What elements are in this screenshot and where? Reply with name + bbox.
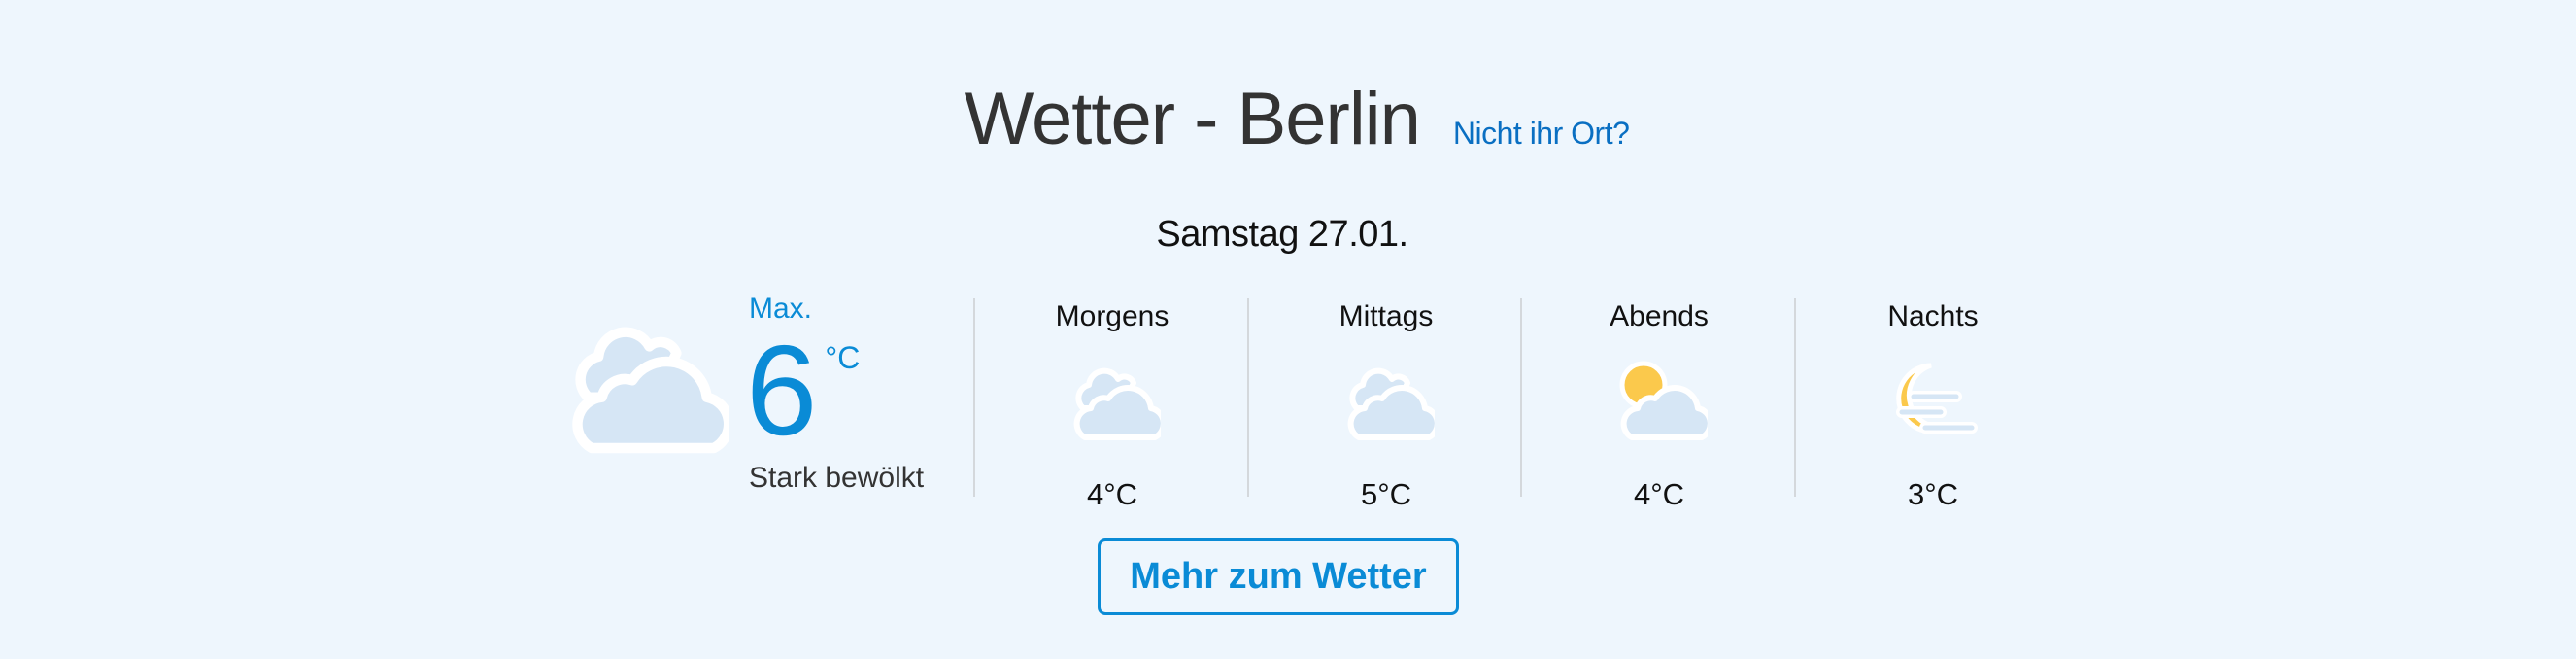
moon-fog-icon: [1896, 363, 1978, 434]
period-label: Abends: [1610, 300, 1709, 332]
forecast-date: Samstag 27.01.: [1156, 214, 1408, 255]
period-temperature: 4°C: [1086, 477, 1138, 511]
weather-description: Stark bewölkt: [749, 462, 925, 494]
period-noon: Mittags 5°C: [1249, 297, 1523, 513]
temperature-unit: °C: [825, 340, 861, 375]
period-label: Nachts: [1887, 300, 1979, 332]
divider: [1794, 298, 1796, 497]
header: Wetter - Berlin Nicht ihr Ort?: [0, 76, 2576, 163]
divider: [1520, 298, 1522, 497]
period-morning: Morgens 4°C: [975, 297, 1249, 513]
period-temperature: 5°C: [1360, 477, 1412, 511]
period-night: Nachts 3°C: [1796, 297, 2070, 513]
change-location-link[interactable]: Nicht ihr Ort?: [1452, 116, 1630, 151]
cloudy-icon: [1064, 358, 1161, 441]
cloudy-icon: [1338, 358, 1435, 441]
period-label: Mittags: [1339, 300, 1434, 332]
period-temperature: 3°C: [1907, 477, 1959, 511]
max-label: Max.: [749, 293, 813, 325]
max-temperature-row: 6 °C: [746, 319, 861, 462]
max-temperature: 6: [746, 319, 818, 462]
page-title: Wetter - Berlin: [964, 78, 1421, 160]
period-evening: Abends 4°C: [1522, 297, 1796, 513]
divider: [973, 298, 975, 497]
more-weather-button[interactable]: Mehr zum Wetter: [1098, 538, 1459, 615]
cloudy-icon: [550, 309, 729, 455]
period-label: Morgens: [1055, 300, 1169, 332]
divider: [1247, 298, 1249, 497]
partly-cloudy-icon: [1619, 361, 1708, 440]
period-temperature: 4°C: [1633, 477, 1685, 511]
